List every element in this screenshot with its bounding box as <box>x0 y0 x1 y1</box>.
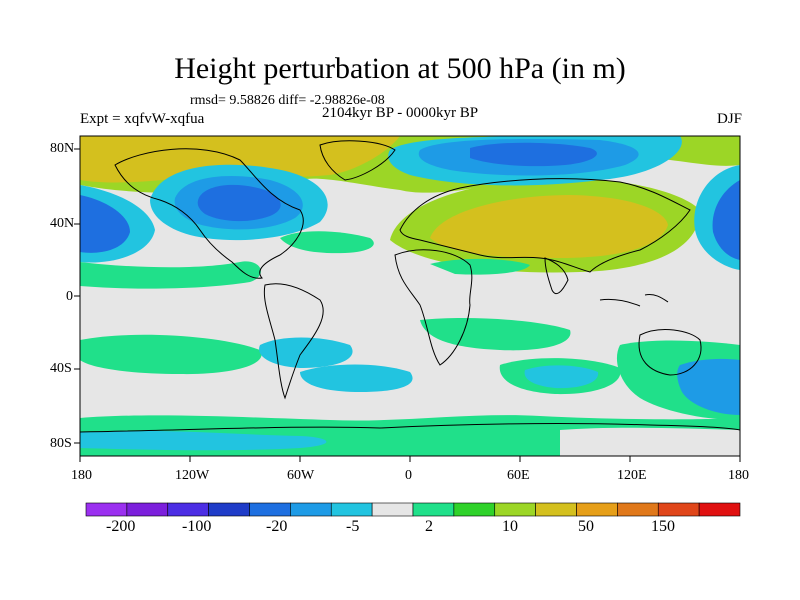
lat-label-80n: 80N <box>50 141 75 156</box>
colorbar-label-4: -5 <box>346 518 360 535</box>
lat-label-80s: 80S <box>50 436 72 451</box>
colorbar-label-1: -200 <box>106 518 136 535</box>
colorbar-swatch <box>126 502 169 517</box>
lat-label-40s: 40S <box>50 361 72 376</box>
colorbar-swatch <box>167 502 209 517</box>
colorbar-swatch <box>208 502 250 517</box>
colorbar-label-6: 10 <box>502 518 518 535</box>
experiment-label: Expt = xqfvW-xqfua <box>80 111 205 127</box>
rmsd-diff-stats: rmsd= 9.58826 diff= -2.98826e-08 <box>190 93 385 108</box>
colorbar-swatch <box>330 502 373 517</box>
colorbar-swatch <box>412 502 455 517</box>
map-title: Height perturbation at 500 hPa (in m) <box>174 52 626 85</box>
axis-ticks <box>74 148 741 462</box>
coastlines <box>80 140 740 433</box>
colorbar-swatch <box>698 502 741 517</box>
contour-field <box>80 136 740 456</box>
period-label: 2104kyr BP - 0000kyr BP <box>321 105 479 121</box>
colorbar-swatch <box>617 502 659 517</box>
colorbar-swatch <box>657 502 700 517</box>
lon-label-60w: 60W <box>287 468 315 483</box>
colorbar-swatch <box>453 502 496 517</box>
lat-label-40n: 40N <box>50 216 75 231</box>
colorbar-swatch <box>371 502 414 517</box>
colorbar-swatch <box>249 502 291 517</box>
season-label: DJF <box>716 111 742 127</box>
colorbar-swatch <box>576 502 618 517</box>
colorbar-label-3: -20 <box>266 518 288 535</box>
colorbar <box>85 502 741 517</box>
colorbar-swatch <box>494 502 536 517</box>
colorbar-swatch <box>290 502 332 517</box>
colorbar-label-7: 50 <box>578 518 594 535</box>
colorbar-swatch <box>535 502 577 517</box>
lon-label-180e: 180 <box>728 468 749 483</box>
lon-label-0: 0 <box>405 468 412 483</box>
lon-label-120w: 120W <box>175 468 210 483</box>
lon-label-60e: 60E <box>507 468 530 483</box>
colorbar-swatch <box>85 502 128 517</box>
lat-label-equator: 0 <box>66 289 73 304</box>
colorbar-label-5: 2 <box>425 518 433 535</box>
colorbar-label-2: -100 <box>182 518 212 535</box>
lon-label-180w: 180 <box>71 468 92 483</box>
colorbar-label-8: 150 <box>651 518 675 535</box>
lon-label-120e: 120E <box>617 468 647 483</box>
